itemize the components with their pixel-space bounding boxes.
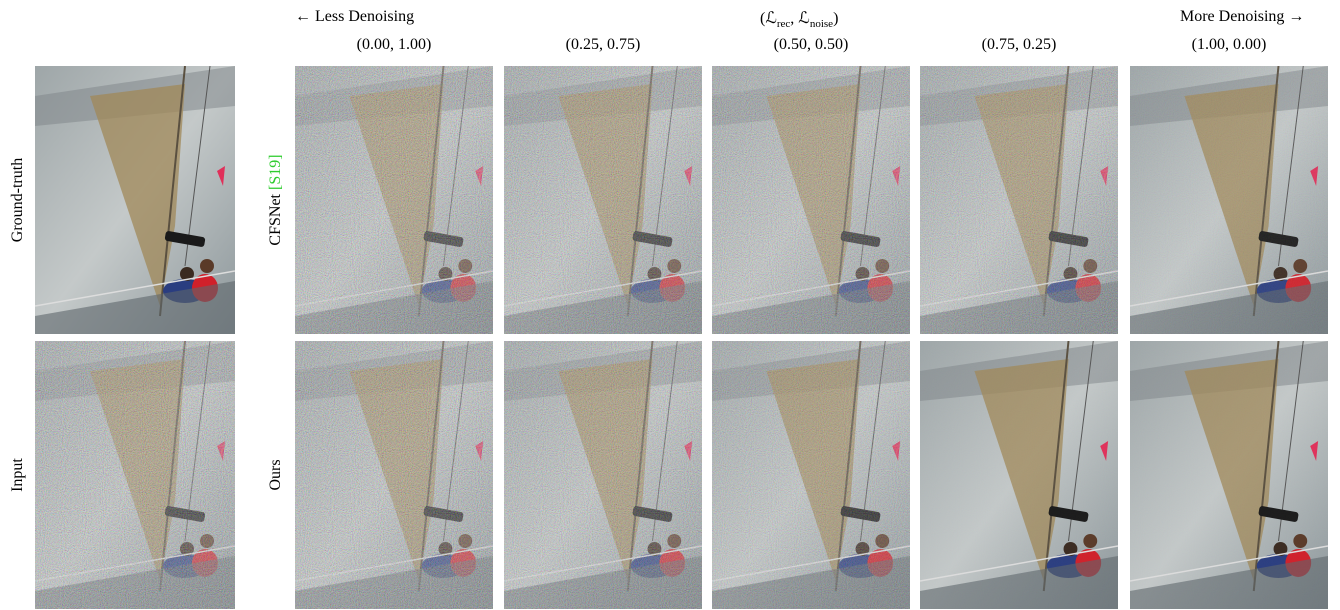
figure: ← Less Denoising More Denoising → (ℒrec,… <box>0 0 1340 610</box>
method-label: CFSNet [S19] <box>267 154 285 245</box>
more-denoising-label: More Denoising → <box>1180 8 1304 26</box>
noise <box>920 66 1118 334</box>
noise <box>1130 66 1328 334</box>
citation: [S19] <box>267 154 284 190</box>
label-text: , ℒ <box>790 10 810 27</box>
subscript: noise <box>810 18 833 30</box>
noise <box>295 66 493 334</box>
photo <box>504 66 702 334</box>
photo <box>920 66 1118 334</box>
photo <box>295 341 493 609</box>
photo <box>712 341 910 609</box>
noise <box>504 66 702 334</box>
photo <box>295 66 493 334</box>
label-text: (ℒ <box>760 10 777 27</box>
label-text: ) <box>833 10 838 27</box>
column-label: (0.00, 1.00) <box>357 36 432 54</box>
method-label: Ours <box>267 459 285 490</box>
less-denoising-label: ← Less Denoising <box>295 8 414 26</box>
noise <box>1130 341 1328 609</box>
scene <box>35 66 235 334</box>
noise <box>712 341 910 609</box>
noise <box>295 341 493 609</box>
photo <box>1130 341 1328 609</box>
photo <box>1130 66 1328 334</box>
noise <box>504 341 702 609</box>
photo <box>35 66 235 334</box>
noise <box>35 341 235 609</box>
column-label: (0.25, 0.75) <box>566 36 641 54</box>
column-label: (0.75, 0.25) <box>982 36 1057 54</box>
column-label: (1.00, 0.00) <box>1192 36 1267 54</box>
photo <box>920 341 1118 609</box>
method-name: Ours <box>267 459 284 490</box>
noise <box>712 66 910 334</box>
photo <box>35 341 235 609</box>
page: Denoising figure {"header": {"left": "← … <box>0 0 1340 610</box>
photo <box>504 341 702 609</box>
row-label: Input <box>9 458 27 492</box>
loss-label: (ℒrec, ℒnoise) <box>760 8 838 30</box>
row-label: Ground-truth <box>9 158 27 242</box>
column-label: (0.50, 0.50) <box>774 36 849 54</box>
noise <box>920 341 1118 609</box>
method-name: CFSNet <box>267 194 284 246</box>
subscript: rec <box>777 18 790 30</box>
photo <box>712 66 910 334</box>
